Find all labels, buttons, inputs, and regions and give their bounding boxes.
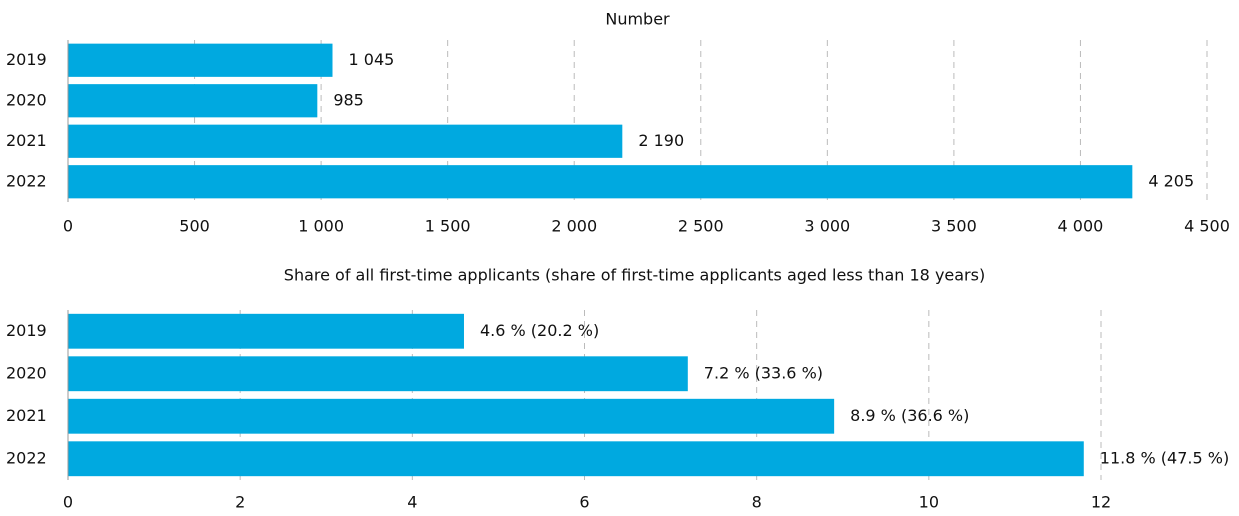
data-label: 1 045 bbox=[349, 50, 395, 69]
bar bbox=[68, 313, 464, 349]
data-label: 4 205 bbox=[1148, 171, 1194, 190]
x-tick-label: 0 bbox=[63, 217, 73, 236]
y-tick-label: 2021 bbox=[6, 131, 47, 150]
x-tick-label: 12 bbox=[1091, 493, 1111, 512]
x-tick-label: 4 000 bbox=[1058, 217, 1104, 236]
x-tick-label: 1 000 bbox=[298, 217, 344, 236]
bar bbox=[68, 43, 333, 77]
chart-title: Number bbox=[605, 10, 670, 29]
data-label: 8.9 % (36.6 %) bbox=[850, 406, 969, 425]
data-label: 11.8 % (47.5 %) bbox=[1100, 448, 1229, 467]
y-tick-label: 2021 bbox=[6, 406, 47, 425]
x-tick-label: 1 500 bbox=[425, 217, 471, 236]
data-label: 4.6 % (20.2 %) bbox=[480, 321, 599, 340]
x-tick-label: 2 500 bbox=[678, 217, 724, 236]
x-tick-label: 3 500 bbox=[931, 217, 977, 236]
bar bbox=[68, 84, 318, 118]
bar bbox=[68, 398, 835, 434]
x-tick-label: 8 bbox=[752, 493, 762, 512]
x-tick-label: 500 bbox=[179, 217, 210, 236]
x-tick-label: 6 bbox=[579, 493, 589, 512]
y-tick-label: 2020 bbox=[6, 90, 47, 109]
bar bbox=[68, 124, 623, 158]
y-tick-label: 2019 bbox=[6, 50, 47, 69]
chart-title: Share of all first-time applicants (shar… bbox=[284, 266, 985, 285]
x-tick-label: 2 bbox=[235, 493, 245, 512]
x-tick-label: 3 000 bbox=[804, 217, 850, 236]
x-tick-label: 2 000 bbox=[551, 217, 597, 236]
x-tick-label: 4 bbox=[407, 493, 417, 512]
x-tick-label: 0 bbox=[63, 493, 73, 512]
bar bbox=[68, 356, 688, 392]
data-label: 985 bbox=[333, 90, 364, 109]
y-tick-label: 2019 bbox=[6, 321, 47, 340]
x-tick-label: 10 bbox=[919, 493, 939, 512]
y-tick-label: 2022 bbox=[6, 171, 47, 190]
y-tick-label: 2022 bbox=[6, 448, 47, 467]
bar bbox=[68, 165, 1133, 199]
bar bbox=[68, 441, 1084, 477]
data-label: 7.2 % (33.6 %) bbox=[704, 363, 823, 382]
y-tick-label: 2020 bbox=[6, 363, 47, 382]
x-tick-label: 4 500 bbox=[1184, 217, 1230, 236]
data-label: 2 190 bbox=[638, 131, 684, 150]
